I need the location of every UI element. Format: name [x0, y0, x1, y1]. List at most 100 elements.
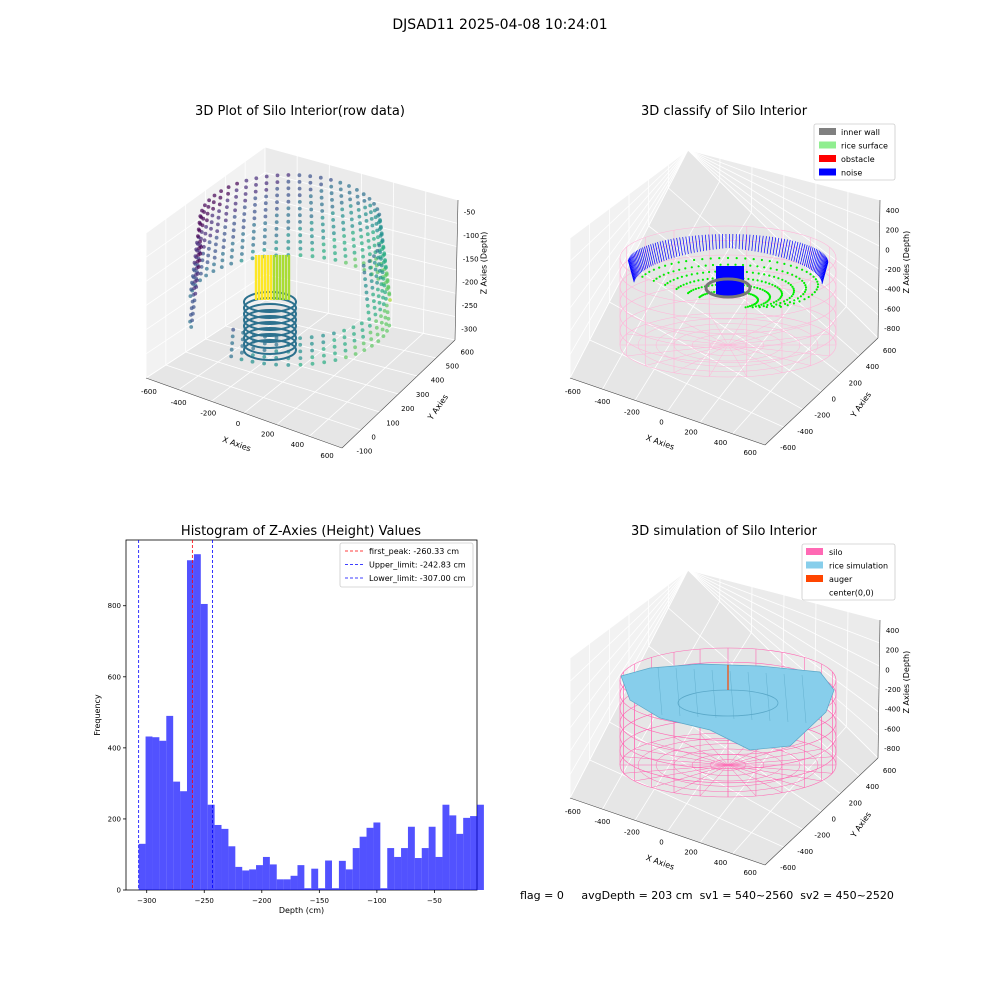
x-tick-label: 0: [659, 839, 663, 847]
hist-bar: [394, 856, 402, 890]
scatter-point: [370, 223, 375, 228]
scatter-point: [352, 332, 356, 336]
hist-bar: [449, 815, 457, 890]
hist-bar: [304, 888, 312, 890]
scatter-point: [321, 347, 326, 351]
grid-line: [687, 149, 881, 201]
scatter-point: [222, 231, 227, 236]
scatter-point: [203, 203, 207, 208]
noise-point: [757, 235, 761, 253]
auger-ring: [243, 303, 297, 325]
scatter-point: [386, 316, 391, 321]
scatter-point: [308, 180, 313, 185]
rice-surface-point: [766, 303, 769, 307]
scatter-point: [338, 180, 343, 185]
hist-bar: [463, 817, 471, 890]
scatter-point: [264, 188, 269, 192]
rice-surface-point: [757, 272, 760, 275]
hist-bar: [249, 869, 257, 890]
scatter-point: [375, 249, 380, 253]
scatter-point: [342, 328, 346, 333]
scatter-point: [358, 228, 363, 232]
rice-surface-point: [813, 291, 816, 294]
scatter-point: [216, 222, 220, 227]
scatter-point: [353, 257, 357, 262]
scatter-point: [196, 265, 201, 269]
scatter-point: [322, 353, 326, 358]
scatter-point: [275, 180, 280, 185]
noise-point: [642, 247, 649, 269]
scatter-point: [375, 207, 380, 212]
y-tick-label: 400: [431, 377, 444, 385]
rice-surface-point: [766, 300, 769, 303]
rice-surface-point: [685, 260, 688, 263]
x-tick-label: -200: [624, 828, 640, 836]
scatter-point: [200, 258, 205, 263]
scatter-point: [200, 208, 204, 213]
scatter-point: [353, 345, 357, 350]
scatter-point: [274, 220, 279, 225]
rice-surface-point: [714, 270, 717, 273]
inner-wall-auger: [704, 277, 752, 299]
noise-point: [760, 235, 764, 253]
rice-surface-point: [688, 290, 691, 294]
scatter-point: [347, 184, 351, 188]
scatter-point: [333, 258, 338, 262]
legend-label: Lower_limit: -307.00 cm: [369, 574, 466, 583]
noise-point: [751, 234, 754, 251]
rice-surface-point: [793, 299, 796, 302]
y-axis-line: [764, 757, 879, 866]
y-tick-label: 100: [386, 419, 399, 427]
scatter-point: [193, 291, 198, 296]
scatter-point: [331, 218, 335, 222]
scatter-point: [208, 233, 213, 238]
rice-surface-point: [689, 281, 692, 284]
scatter-point: [340, 214, 345, 218]
scatter-point: [199, 265, 204, 269]
scatter-point: [241, 225, 246, 230]
noise-point: [814, 251, 822, 274]
z-axis-label: Z Axies (Depth): [902, 231, 911, 294]
hist-bar: [193, 554, 201, 890]
rice-surface-point: [648, 270, 651, 273]
scatter-point: [348, 197, 352, 202]
scatter-point: [368, 252, 372, 257]
grid-line: [687, 149, 879, 339]
scatter-point: [343, 348, 348, 353]
scatter-point: [319, 182, 323, 187]
scatter-point: [230, 334, 235, 339]
scatter-point: [298, 342, 303, 347]
noise-point: [657, 242, 663, 262]
scatter-point: [361, 263, 366, 268]
scatter-point: [215, 229, 220, 234]
noise-point: [791, 241, 796, 261]
x-tick-label: −250: [195, 897, 214, 905]
scatter-point: [365, 303, 370, 308]
hist-bar: [380, 888, 388, 890]
rice-surface-point: [669, 280, 672, 283]
scatter-point: [368, 265, 373, 270]
hist-bar: [207, 804, 215, 890]
scatter-point: [253, 203, 257, 207]
scatter-point: [382, 309, 387, 313]
rice-surface-point: [756, 265, 759, 268]
scatter-point: [195, 271, 200, 276]
rice-surface-point: [790, 295, 793, 298]
status-flag: flag = 0: [520, 889, 564, 902]
scatter-point: [310, 361, 315, 366]
scatter-point: [369, 272, 373, 277]
rice-surface-point: [788, 301, 792, 304]
hist-bar: [145, 736, 153, 890]
rice-surface-point: [778, 304, 781, 307]
scatter-point: [319, 189, 324, 193]
grid-line: [687, 569, 880, 644]
scatter-point: [298, 253, 303, 258]
panel2-title: 3D classify of Silo Interior: [640, 104, 808, 119]
x-tick-label: -400: [594, 818, 610, 826]
scatter-point: [384, 303, 389, 308]
scatter-point: [329, 191, 334, 196]
scatter-point: [359, 234, 364, 239]
y-tick-label: 400: [866, 783, 879, 791]
inner-wall-ring: [619, 312, 837, 378]
